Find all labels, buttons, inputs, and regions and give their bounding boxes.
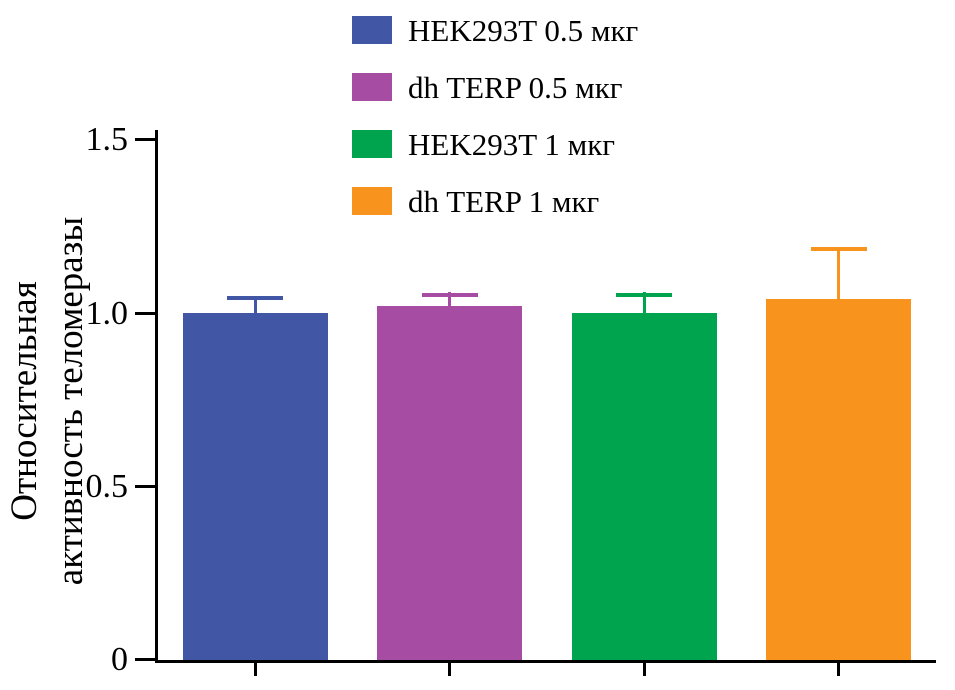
legend-item: HEK293T 1 мкг <box>352 126 638 162</box>
y-tick-label: 0.5 <box>85 468 129 505</box>
legend-swatch <box>352 187 392 215</box>
y-axis-label-line1: Относительная <box>4 281 45 521</box>
error-bar-cap <box>421 293 478 297</box>
y-tick-label: 1.5 <box>85 121 129 158</box>
y-axis-label: Относительная активность теломеразы <box>2 121 98 681</box>
plot-area <box>155 130 936 676</box>
bar <box>766 299 912 660</box>
legend: HEK293T 0.5 мкг dh TERP 0.5 мкг HEK293T … <box>352 12 639 219</box>
error-bar-cap <box>227 296 284 300</box>
y-tick-label: 1.0 <box>85 295 129 332</box>
legend-item: dh TERP 1 мкг <box>352 183 638 219</box>
legend-label: dh TERP 0.5 мкг <box>408 69 623 105</box>
x-tick-mark <box>837 663 841 676</box>
bar <box>377 306 523 660</box>
error-bar-line <box>642 292 646 313</box>
x-tick-mark <box>642 663 646 676</box>
bar <box>182 313 328 660</box>
y-tick-mark <box>135 312 155 315</box>
legend-label: HEK293T 0.5 мкг <box>408 12 639 48</box>
legend-swatch <box>352 73 392 101</box>
legend-item: HEK293T 0.5 мкг <box>352 12 639 48</box>
legend-item: dh TERP 0.5 мкг <box>352 69 638 105</box>
y-axis-label-line2: активность теломеразы <box>50 216 91 586</box>
error-bar-line <box>837 247 841 299</box>
error-bar-cap <box>810 247 867 251</box>
error-bar-cap <box>616 293 673 297</box>
x-tick-mark <box>253 663 257 676</box>
y-tick-mark <box>135 485 155 488</box>
legend-label: HEK293T 1 мкг <box>408 126 615 162</box>
bar <box>571 313 717 660</box>
error-bar-line <box>253 296 257 313</box>
y-tick-mark <box>135 658 155 661</box>
y-tick-mark <box>135 138 155 141</box>
y-tick-label: 0 <box>111 641 128 678</box>
legend-swatch <box>352 16 392 44</box>
x-tick-mark <box>448 663 452 676</box>
legend-swatch <box>352 130 392 158</box>
error-bar-line <box>448 292 452 306</box>
legend-label: dh TERP 1 мкг <box>408 183 600 219</box>
